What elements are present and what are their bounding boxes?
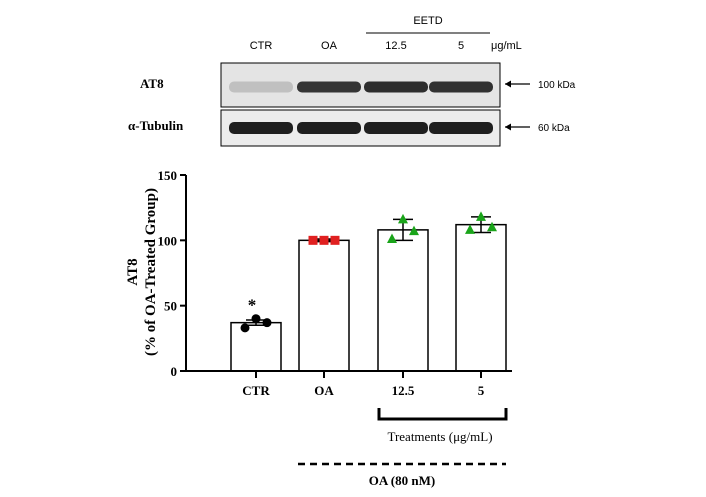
x-axis: CTR OA 12.5 5 (185, 370, 512, 398)
blot-row-tubulin: α-Tubulin 60 kDa (128, 109, 570, 147)
x-tick-label-0: CTR (242, 383, 270, 398)
bars (230, 223, 507, 372)
size-label-at8: 100 kDa (538, 80, 576, 91)
unit-label: μg/mL (491, 40, 522, 52)
y-tick-label-2: 100 (158, 233, 178, 248)
y-tick-label-0: 0 (171, 364, 178, 379)
error-bars (246, 216, 491, 327)
band-at8-3 (429, 81, 493, 93)
band-at8-1 (297, 81, 361, 93)
x-tick-label-1: OA (314, 383, 334, 398)
bar-3 (455, 223, 507, 372)
lane-label-12-5: 12.5 (385, 40, 406, 52)
point-0-2 (262, 318, 272, 328)
blot-row-at8: AT8 100 kDa (140, 62, 576, 108)
blot-label-tubulin: α-Tubulin (128, 118, 184, 133)
point-0-1 (251, 314, 261, 324)
significance-mark-0: * (248, 296, 257, 315)
y-axis: 0 50 100 150 (158, 168, 187, 379)
point-1-1 (319, 235, 329, 245)
point-3-1 (476, 211, 486, 221)
bands-tubulin (229, 122, 493, 134)
band-at8-2 (364, 81, 428, 93)
blot-header: EETD CTR OA 12.5 5 μg/mL (250, 15, 522, 52)
band-tubulin-1 (297, 122, 361, 134)
point-2-1 (398, 213, 408, 224)
x-tick-label-2: 12.5 (392, 383, 415, 398)
bar-2 (377, 229, 429, 372)
y-tick-label-1: 50 (164, 299, 177, 314)
treatment-bracket-label: Treatments (μg/mL) (387, 429, 492, 444)
bands-at8 (229, 81, 493, 93)
y-tick-label-3: 150 (158, 168, 178, 183)
point-2-2 (409, 225, 419, 236)
oa-dashed-label: OA (80 nM) (369, 473, 435, 488)
blot-label-at8: AT8 (140, 76, 164, 91)
eetd-label: EETD (413, 15, 442, 27)
point-3-0 (465, 224, 475, 234)
band-tubulin-0 (229, 122, 293, 134)
band-tubulin-3 (429, 122, 493, 134)
x-tick-label-3: 5 (478, 383, 485, 398)
lane-label-ctr: CTR (250, 40, 273, 52)
y-axis-label-line1: AT8 (125, 258, 141, 285)
bar-1 (298, 239, 350, 372)
bar-0 (230, 321, 282, 372)
band-tubulin-2 (364, 122, 428, 134)
point-3-2 (487, 221, 497, 232)
size-arrow-head-at8 (505, 80, 511, 88)
y-axis-label-line2: (% of OA-Treated Group) (143, 188, 159, 356)
lane-label-5: 5 (458, 40, 464, 52)
treatment-bracket (377, 408, 508, 421)
size-arrow-head-tubulin (505, 123, 511, 131)
point-0-0 (240, 323, 250, 333)
data-points (240, 211, 497, 333)
point-2-0 (387, 233, 397, 244)
size-label-tubulin: 60 kDa (538, 123, 570, 134)
lane-label-oa: OA (321, 40, 338, 52)
point-1-2 (330, 235, 340, 245)
point-1-0 (308, 235, 318, 245)
band-at8-0 (229, 81, 293, 93)
significance-marks: * (248, 296, 257, 315)
